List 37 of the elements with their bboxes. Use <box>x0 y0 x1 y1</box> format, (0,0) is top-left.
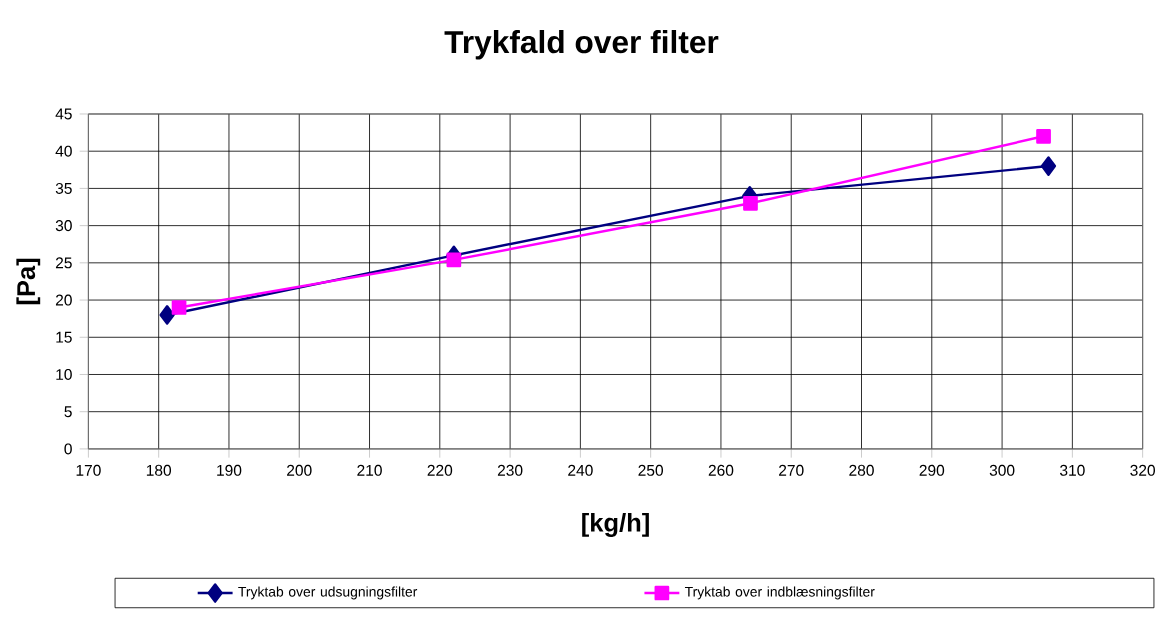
x-tick-label: 290 <box>919 464 945 476</box>
x-tick-label: 260 <box>708 464 734 476</box>
legend-label: Tryktab over indblæsningsfilter <box>684 586 875 600</box>
x-tick-label: 230 <box>497 464 523 476</box>
point <box>446 252 462 268</box>
x-axis-title: [kg/h] <box>582 512 649 537</box>
point <box>159 305 175 325</box>
x-tick-label: 310 <box>1059 464 1085 476</box>
point <box>171 300 187 315</box>
x-tick-label: 180 <box>146 464 172 476</box>
y-tick-label: 15 <box>56 331 72 343</box>
x-tick-label: 240 <box>568 464 593 476</box>
y-tick-label: 25 <box>55 257 72 269</box>
chart-title: Trykfald over filter <box>444 29 719 60</box>
y-tick-label: 20 <box>55 294 72 306</box>
x-tick-label: 300 <box>989 464 1015 476</box>
x-tick-label: 270 <box>779 464 804 476</box>
x-tick-label: 200 <box>287 464 312 476</box>
x-tick-label: 190 <box>217 464 242 476</box>
x-tick-label: 210 <box>357 464 382 476</box>
point <box>1036 128 1051 144</box>
y-tick-label: 35 <box>55 182 72 194</box>
x-tick-label: 320 <box>1130 464 1156 476</box>
point <box>743 195 758 211</box>
x-tick-label: 170 <box>76 464 101 476</box>
x-tick-label: 220 <box>427 464 453 476</box>
y-tick-label: 0 <box>64 443 72 455</box>
y-tick-label: 30 <box>55 220 72 232</box>
y-tick-label: 40 <box>55 145 72 157</box>
y-tick-label: 45 <box>55 108 72 120</box>
legend-label: Tryktab over udsugningsfilter <box>238 586 418 600</box>
x-tick-label: 250 <box>638 464 664 476</box>
y-tick-label: 5 <box>64 406 72 418</box>
x-tick-label: 280 <box>849 464 874 476</box>
y-tick-label: 10 <box>56 368 72 380</box>
point <box>1040 156 1057 176</box>
y-axis-title: [Pa] <box>16 258 41 305</box>
